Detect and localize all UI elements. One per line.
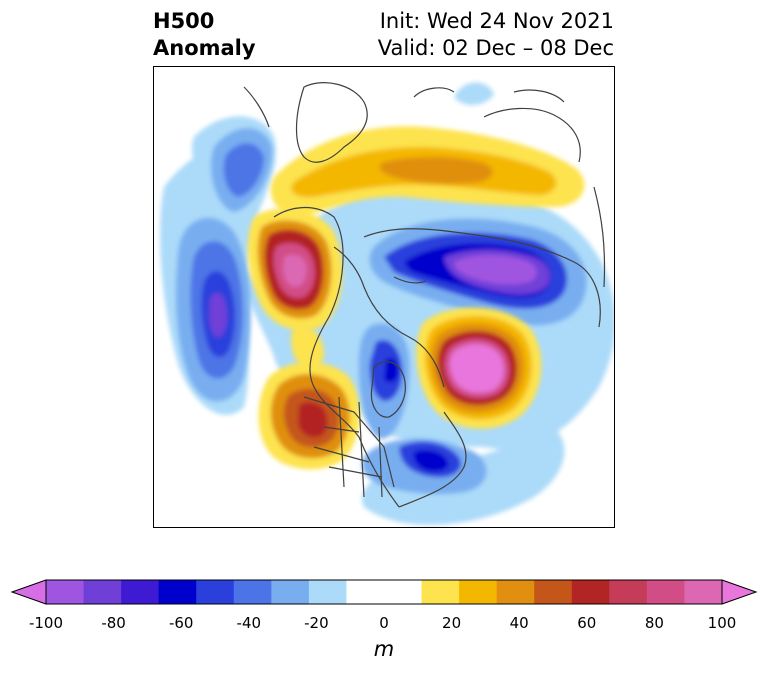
colorbar-tick-label: 0 [379,614,389,632]
colorbar-max-extension [721,579,758,605]
title-field-name: H500 [153,9,215,33]
colorbar-tick-label: -40 [236,614,262,632]
colorbar-segment [646,580,685,604]
init-date: Init: Wed 24 Nov 2021 [379,9,614,33]
colorbar-tick-label: -100 [28,614,64,632]
colorbar-segment [196,580,235,604]
negative-northwest [211,128,273,212]
colorbar-tick-label: 100 [707,614,737,632]
colorbar-segment [233,580,272,604]
map-title: H500 Anomaly [153,8,256,62]
positive-east-high [416,307,542,429]
colorbar-segment [346,580,385,604]
map-dates: Init: Wed 24 Nov 2021 Valid: 02 Dec – 08… [378,8,614,62]
colorbar-segment [271,580,310,604]
colorbar-tick-label: 40 [509,614,529,632]
colorbar-segment [83,580,122,604]
colorbar-segment [121,580,160,604]
colorbar-segment [384,580,423,604]
colorbar-unit: m [373,637,395,661]
colorbar-tick-label: 60 [577,614,597,632]
colorbar-min-extension [10,579,47,605]
colorbar-segment [46,580,85,604]
anomaly-fill-layer [159,82,614,526]
colorbar-segment [158,580,197,604]
colorbar-segment [459,580,498,604]
title-field-type: Anomaly [153,36,256,60]
positive-north-ridge [270,126,585,218]
negative-west-low [176,217,251,402]
anomaly-map-svg [159,82,614,526]
colorbar-tick-label: 20 [442,614,462,632]
colorbar-segment [496,580,535,604]
positive-west-high [247,208,343,331]
colorbar-segment [684,580,723,604]
colorbar-segments [46,580,723,604]
positive-southwest-high [258,362,360,470]
colorbar-tick-label: 80 [644,614,664,632]
valid-range: Valid: 02 Dec – 08 Dec [377,36,614,60]
colorbar-segment [571,580,610,604]
colorbar-outline [45,579,723,605]
map-outlines [243,82,606,508]
colorbar-segment [308,580,347,604]
colorbar-tick-label: -60 [168,614,194,632]
colorbar-segment [609,580,648,604]
positive-south-band [291,325,324,369]
colorbar-tick-label: -80 [101,614,126,632]
colorbar-ticks: -100 -80 -60 -40 -20 0 20 40 60 80 100 [0,614,768,634]
anomaly-map [153,66,615,528]
colorbar [10,579,758,605]
colorbar-segment [421,580,460,604]
negative-southeast [362,438,487,494]
colorbar-tick-label: -20 [304,614,329,632]
colorbar-segment [534,580,573,604]
